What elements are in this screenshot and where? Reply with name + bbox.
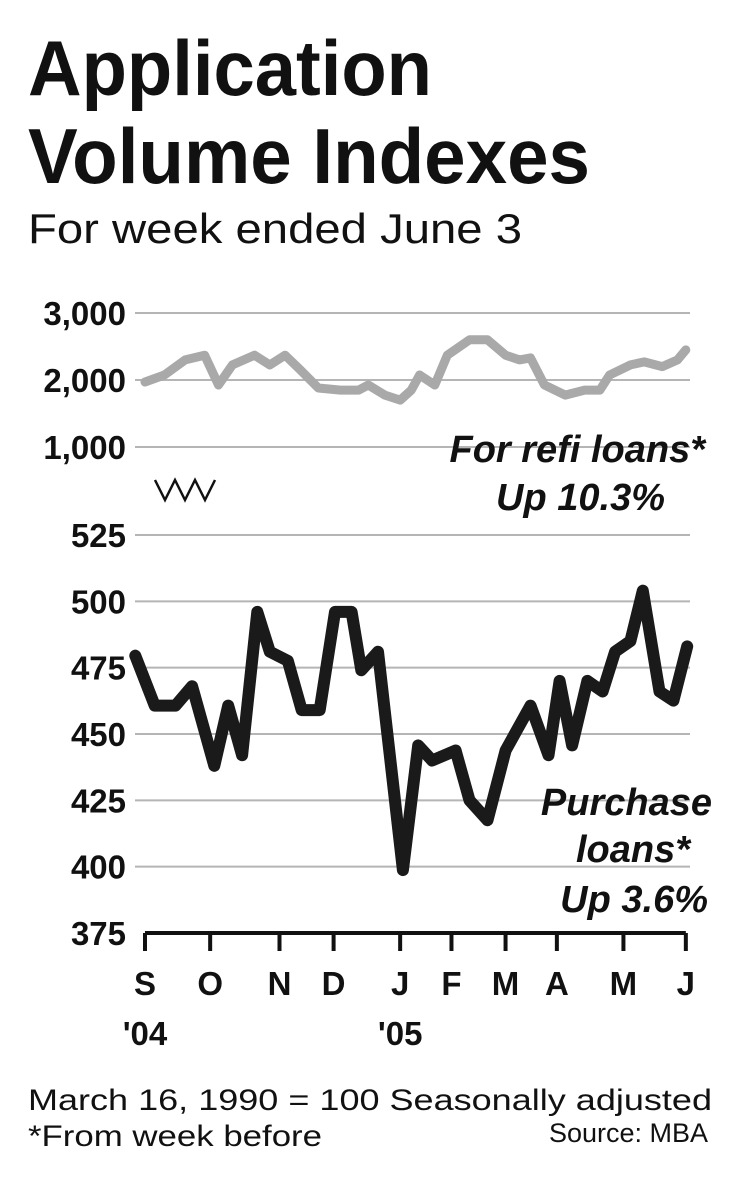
annotation: Up 10.3% <box>496 477 665 519</box>
annotation: Purchase <box>541 782 712 824</box>
x-tick-label: O <box>197 965 223 1002</box>
x-tick-label: S <box>134 965 156 1002</box>
y-tick-label: 375 <box>71 915 126 952</box>
x-tick-label: A <box>545 965 569 1002</box>
year-label: '05 <box>378 1015 423 1052</box>
data-line <box>129 584 694 877</box>
axis-break <box>153 477 217 503</box>
y-tick-label: 3,000 <box>43 295 126 332</box>
annotation: loans* <box>576 829 692 871</box>
y-tick-label: 400 <box>71 849 126 886</box>
y-tick-label: 500 <box>71 583 126 620</box>
x-tick-label: M <box>610 965 638 1002</box>
x-tick-label: J <box>677 965 695 1002</box>
x-tick-label: F <box>441 965 461 1002</box>
source: Source: MBA <box>549 1118 708 1148</box>
annotation: Up 3.6% <box>560 879 708 921</box>
annotation: For refi loans* <box>450 429 708 471</box>
x-tick-label: N <box>268 965 292 1002</box>
note: March 16, 1990 = 100 Seasonally adjusted <box>28 1084 712 1117</box>
y-tick-label: 2,000 <box>43 362 126 399</box>
title-line: Volume Indexes <box>28 112 590 200</box>
subtitle: For week ended June 3 <box>28 205 522 252</box>
y-tick-label: 1,000 <box>43 429 126 466</box>
x-tick-label: J <box>391 965 409 1002</box>
data-line <box>140 335 691 405</box>
y-tick-label: 425 <box>71 782 126 819</box>
title-line: Application <box>28 24 432 112</box>
y-tick-label: 450 <box>71 716 126 753</box>
x-tick-label: D <box>322 965 346 1002</box>
footnote: *From week before <box>28 1120 322 1153</box>
year-label: '04 <box>123 1015 168 1052</box>
y-tick-label: 525 <box>71 517 126 554</box>
y-tick-label: 475 <box>71 650 126 687</box>
x-tick-label: M <box>492 965 520 1002</box>
